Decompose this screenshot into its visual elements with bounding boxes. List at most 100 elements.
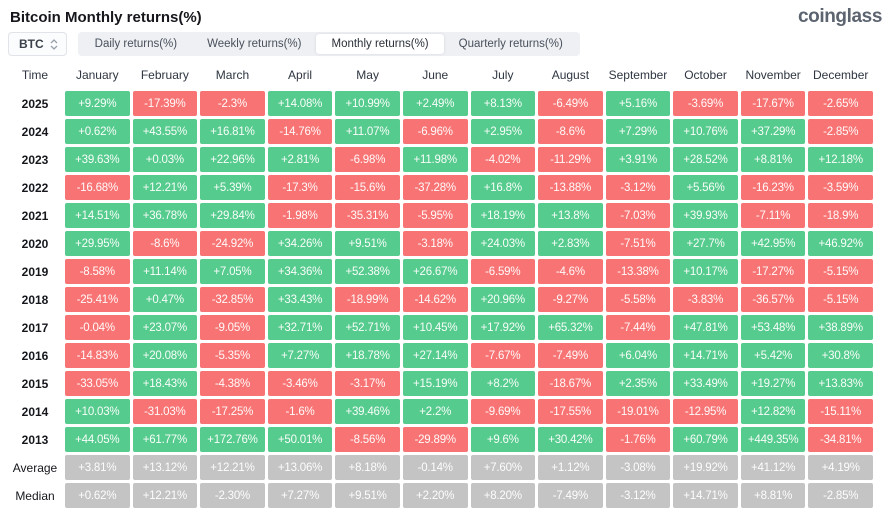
return-cell: +18.78% — [335, 343, 400, 368]
year-row-label: 2014 — [21, 404, 49, 419]
return-cell: +13.12% — [132, 455, 198, 480]
coinglass-logo[interactable]: coinglass — [797, 6, 882, 27]
column-header-month: October — [684, 68, 727, 82]
return-cell: -2.85% — [808, 119, 873, 144]
return-cell: +50.01% — [267, 427, 333, 452]
return-cell: -24.92% — [200, 231, 265, 256]
return-cell: +0.47% — [132, 287, 198, 312]
return-cell: +7.27% — [267, 343, 333, 368]
return-cell: -18.9% — [808, 203, 873, 228]
return-cell: -17.25% — [200, 399, 265, 424]
return-cell: +14.71% — [673, 343, 738, 368]
return-cell: -17.27% — [740, 259, 806, 284]
year-row-label: 2024 — [21, 124, 49, 139]
return-cell: +19.92% — [673, 455, 738, 480]
return-cell: -2.3% — [200, 91, 265, 116]
return-cell: +19.27% — [740, 371, 806, 396]
return-cell: +10.03% — [65, 399, 130, 424]
return-cell: +0.62% — [65, 483, 130, 508]
column-header-month: January — [75, 68, 119, 82]
return-cell: +11.14% — [132, 259, 198, 284]
return-cell: -19.01% — [605, 399, 671, 424]
return-cell: -25.41% — [65, 287, 130, 312]
column-header-month: February — [140, 68, 189, 82]
return-cell: -17.55% — [538, 399, 603, 424]
year-row-label: 2020 — [21, 236, 49, 251]
return-cell: +7.27% — [267, 483, 333, 508]
toolbar: BTC Daily returns(%) Weekly returns(%) M… — [0, 30, 896, 60]
return-cell: +11.07% — [335, 119, 400, 144]
return-cell: +0.62% — [65, 119, 130, 144]
return-cell: +53.48% — [740, 315, 806, 340]
return-cell: +34.26% — [267, 231, 333, 256]
return-cell: -7.67% — [470, 343, 536, 368]
return-cell: +43.55% — [132, 119, 198, 144]
return-cell: -5.15% — [808, 259, 873, 284]
column-header-month: August — [551, 68, 590, 82]
tab-monthly-returns[interactable]: Monthly returns(%) — [316, 34, 444, 54]
return-cell: -8.58% — [65, 259, 130, 284]
return-cell: +7.60% — [470, 455, 536, 480]
tab-weekly-returns[interactable]: Weekly returns(%) — [207, 38, 302, 50]
tab-quarterly-returns[interactable]: Quarterly returns(%) — [458, 38, 563, 50]
return-cell: +9.51% — [335, 483, 400, 508]
return-cell: +5.42% — [740, 343, 806, 368]
return-cell: +41.12% — [740, 455, 806, 480]
return-cell: -0.14% — [402, 455, 468, 480]
return-cell: +12.18% — [808, 147, 873, 172]
tab-daily-returns[interactable]: Daily returns(%) — [94, 38, 178, 50]
return-cell: +10.17% — [673, 259, 738, 284]
year-row-label: 2015 — [21, 376, 49, 391]
return-cell: +44.05% — [65, 427, 130, 452]
return-cell: -3.46% — [267, 371, 333, 396]
return-cell: -9.27% — [538, 287, 603, 312]
return-cell: -4.38% — [200, 371, 265, 396]
return-cell: -8.6% — [538, 119, 603, 144]
return-cell: +172.76% — [200, 427, 265, 452]
return-cell: +52.38% — [335, 259, 400, 284]
year-row-label: 2017 — [21, 320, 49, 335]
return-cell: +6.04% — [605, 343, 671, 368]
return-cell: +33.49% — [673, 371, 738, 396]
return-cell: +46.92% — [808, 231, 873, 256]
return-cell: -13.38% — [605, 259, 671, 284]
return-cell: +39.63% — [65, 147, 130, 172]
year-row-label: 2023 — [21, 152, 49, 167]
return-cell: +12.21% — [132, 483, 198, 508]
return-cell: +38.89% — [808, 315, 873, 340]
return-cell: -2.30% — [200, 483, 265, 508]
symbol-select-button[interactable]: BTC — [8, 32, 67, 56]
return-cell: -17.67% — [740, 91, 806, 116]
return-cell: -33.05% — [65, 371, 130, 396]
return-cell: -7.03% — [605, 203, 671, 228]
return-cell: +29.84% — [200, 203, 265, 228]
return-cell: +30.42% — [538, 427, 603, 452]
return-cell: +28.52% — [673, 147, 738, 172]
return-cell: -3.17% — [335, 371, 400, 396]
return-cell: +13.83% — [808, 371, 873, 396]
return-cell: -11.29% — [538, 147, 603, 172]
return-cell: -5.35% — [200, 343, 265, 368]
return-cell: -7.49% — [538, 343, 603, 368]
return-cell: +9.29% — [65, 91, 130, 116]
return-cell: +33.43% — [267, 287, 333, 312]
return-cell: -3.08% — [605, 455, 671, 480]
return-cell: +60.79% — [673, 427, 738, 452]
column-header-month: April — [288, 68, 313, 82]
return-cell: +9.6% — [470, 427, 536, 452]
return-cell: +8.18% — [335, 455, 400, 480]
return-cell: -16.23% — [740, 175, 806, 200]
returns-tab-group: Daily returns(%) Weekly returns(%) Month… — [77, 32, 580, 56]
return-cell: -9.05% — [200, 315, 265, 340]
column-header-month: May — [356, 68, 379, 82]
sort-arrows-icon — [50, 38, 58, 50]
return-cell: +29.95% — [65, 231, 130, 256]
return-cell: +27.14% — [402, 343, 468, 368]
return-cell: -7.11% — [740, 203, 806, 228]
return-cell: +9.51% — [335, 231, 400, 256]
return-cell: +10.45% — [402, 315, 468, 340]
return-cell: -1.98% — [267, 203, 333, 228]
return-cell: -3.59% — [808, 175, 873, 200]
return-cell: +20.08% — [132, 343, 198, 368]
return-cell: +12.82% — [740, 399, 806, 424]
